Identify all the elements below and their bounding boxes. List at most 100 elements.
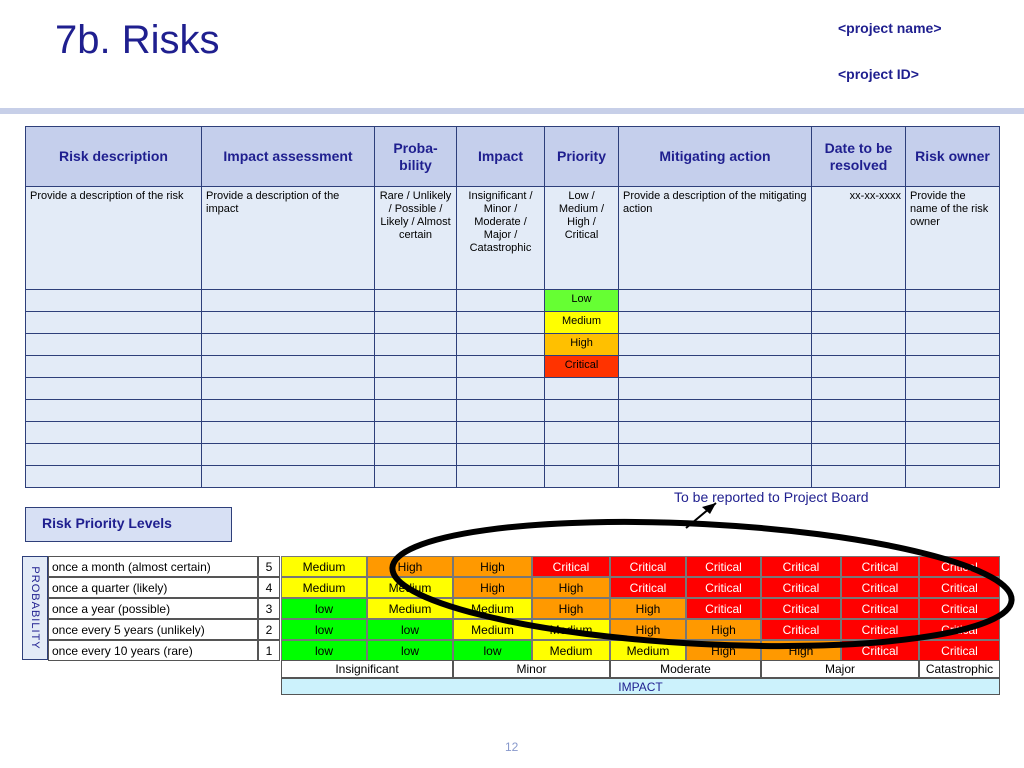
table-cell[interactable] [905, 311, 1000, 334]
table-cell[interactable] [811, 333, 906, 356]
table-cell[interactable] [201, 355, 375, 378]
table-cell[interactable] [544, 465, 619, 488]
matrix-cell: Medium [532, 619, 610, 640]
table-cell[interactable] [374, 311, 457, 334]
table-cell[interactable] [201, 289, 375, 312]
table-cell[interactable] [456, 289, 545, 312]
table-cell[interactable] [25, 333, 202, 356]
table-cell[interactable] [374, 465, 457, 488]
table-cell[interactable] [811, 465, 906, 488]
priority-high-cell[interactable]: High [544, 333, 619, 356]
project-id: <project ID> [838, 66, 919, 82]
table-cell[interactable] [374, 289, 457, 312]
table-cell[interactable] [811, 311, 906, 334]
table-cell[interactable] [618, 289, 812, 312]
table-cell[interactable]: xx-xx-xxxx [811, 186, 906, 290]
matrix-cell: Critical [919, 556, 1000, 577]
table-cell[interactable] [811, 289, 906, 312]
table-cell[interactable] [25, 443, 202, 466]
page-number: 12 [505, 740, 519, 754]
table-cell[interactable] [456, 465, 545, 488]
table-cell[interactable]: Provide the name of the risk owner [905, 186, 1000, 290]
table-cell[interactable] [201, 333, 375, 356]
table-cell[interactable] [374, 355, 457, 378]
table-cell[interactable] [905, 399, 1000, 422]
table-cell[interactable] [25, 355, 202, 378]
table-cell[interactable] [905, 421, 1000, 444]
probability-axis-label: PROBABILITY [29, 566, 41, 650]
table-cell[interactable] [905, 333, 1000, 356]
table-cell[interactable] [544, 421, 619, 444]
header-priority: Priority [544, 126, 619, 187]
table-cell[interactable] [374, 399, 457, 422]
table-cell[interactable] [374, 377, 457, 400]
table-cell[interactable] [618, 377, 812, 400]
table-cell[interactable] [618, 443, 812, 466]
table-cell[interactable] [811, 421, 906, 444]
table-cell[interactable] [456, 443, 545, 466]
table-cell[interactable] [25, 421, 202, 444]
table-cell[interactable] [456, 399, 545, 422]
table-cell[interactable] [905, 355, 1000, 378]
table-cell[interactable] [201, 399, 375, 422]
matrix-cell: low [453, 640, 532, 661]
table-cell[interactable]: Provide a description of the mitigating … [618, 186, 812, 290]
table-cell[interactable]: Low / Medium / High / Critical [544, 186, 619, 290]
table-cell[interactable] [905, 465, 1000, 488]
table-cell[interactable] [811, 355, 906, 378]
table-cell[interactable] [811, 377, 906, 400]
table-cell[interactable] [618, 311, 812, 334]
table-cell[interactable] [811, 443, 906, 466]
matrix-cell: Critical [919, 640, 1000, 661]
table-cell[interactable] [618, 333, 812, 356]
table-cell[interactable] [544, 399, 619, 422]
report-note: To be reported to Project Board [674, 489, 869, 505]
table-cell[interactable] [201, 311, 375, 334]
table-cell[interactable] [201, 421, 375, 444]
matrix-cell: High [686, 640, 761, 661]
table-cell[interactable] [201, 465, 375, 488]
priority-low-cell[interactable]: Low [544, 289, 619, 312]
table-row [25, 421, 1000, 444]
table-cell[interactable]: Rare / Unlikely / Possible / Likely / Al… [374, 186, 457, 290]
table-cell[interactable] [811, 399, 906, 422]
table-cell[interactable] [905, 289, 1000, 312]
table-cell[interactable] [374, 333, 457, 356]
matrix-cell: low [281, 619, 367, 640]
table-cell[interactable] [25, 377, 202, 400]
table-row-description: Provide a description of the risk Provid… [25, 186, 1000, 290]
table-cell[interactable] [456, 355, 545, 378]
table-cell[interactable] [25, 289, 202, 312]
table-cell[interactable] [905, 443, 1000, 466]
table-cell[interactable] [374, 421, 457, 444]
table-cell[interactable] [201, 377, 375, 400]
priority-critical-cell[interactable]: Critical [544, 355, 619, 378]
matrix-cell: Critical [532, 556, 610, 577]
probability-score: 2 [258, 619, 280, 640]
table-cell[interactable] [201, 443, 375, 466]
table-cell[interactable] [456, 377, 545, 400]
matrix-cell: Critical [761, 556, 841, 577]
probability-score: 5 [258, 556, 280, 577]
table-cell[interactable] [905, 377, 1000, 400]
table-cell[interactable] [618, 421, 812, 444]
table-cell[interactable] [25, 311, 202, 334]
table-cell[interactable]: Provide a description of the impact [201, 186, 375, 290]
table-cell[interactable] [456, 311, 545, 334]
table-row [25, 399, 1000, 422]
table-cell[interactable] [544, 443, 619, 466]
table-cell[interactable] [374, 443, 457, 466]
table-cell[interactable] [618, 399, 812, 422]
table-cell[interactable] [25, 465, 202, 488]
table-cell[interactable] [618, 355, 812, 378]
table-cell[interactable] [544, 377, 619, 400]
table-cell[interactable] [456, 421, 545, 444]
table-cell[interactable]: Provide a description of the risk [25, 186, 202, 290]
matrix-cell: High [610, 598, 686, 619]
table-cell[interactable] [456, 333, 545, 356]
matrix-cell: Critical [919, 598, 1000, 619]
table-cell[interactable]: Insignificant / Minor / Moderate / Major… [456, 186, 545, 290]
priority-medium-cell[interactable]: Medium [544, 311, 619, 334]
table-cell[interactable] [618, 465, 812, 488]
table-cell[interactable] [25, 399, 202, 422]
